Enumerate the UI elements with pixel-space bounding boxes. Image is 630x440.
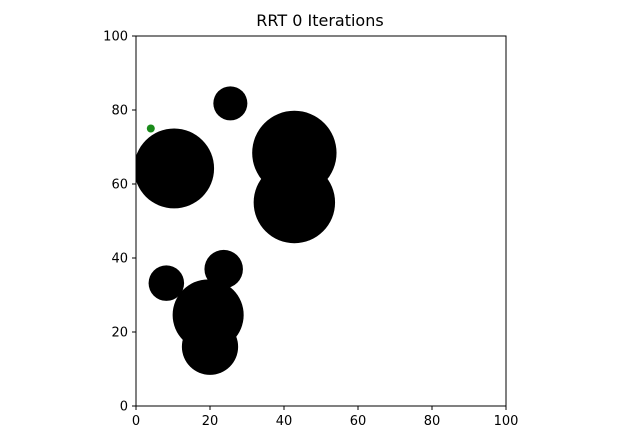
y-tick-label: 20 [111, 326, 128, 341]
y-tick-label: 80 [111, 104, 128, 119]
obstacle-circle [136, 128, 215, 209]
y-tick-label: 0 [120, 400, 128, 415]
start-point [146, 124, 155, 133]
y-tick-label: 40 [111, 252, 128, 267]
y-axis: 0 20 40 60 80 100 [103, 30, 136, 415]
obstacle-circle [213, 86, 248, 121]
x-tick-label: 60 [350, 414, 367, 429]
x-tick-label: 80 [424, 414, 441, 429]
y-tick-label: 100 [103, 30, 128, 45]
obstacle-circle [253, 161, 336, 244]
obstacles-layer [136, 86, 337, 375]
x-axis: 0 20 40 60 80 100 [132, 406, 519, 429]
points-layer [146, 124, 155, 133]
obstacle-circle [148, 265, 185, 301]
chart-title: RRT 0 Iterations [256, 11, 383, 30]
x-tick-label: 100 [494, 414, 519, 429]
x-tick-label: 40 [276, 414, 293, 429]
plot-area [135, 35, 507, 407]
axes-frame [135, 35, 507, 407]
y-tick-label: 60 [111, 178, 128, 193]
obstacle-circle [204, 249, 243, 289]
obstacle-circle [181, 318, 239, 375]
x-tick-label: 0 [132, 414, 140, 429]
x-tick-label: 20 [202, 414, 219, 429]
